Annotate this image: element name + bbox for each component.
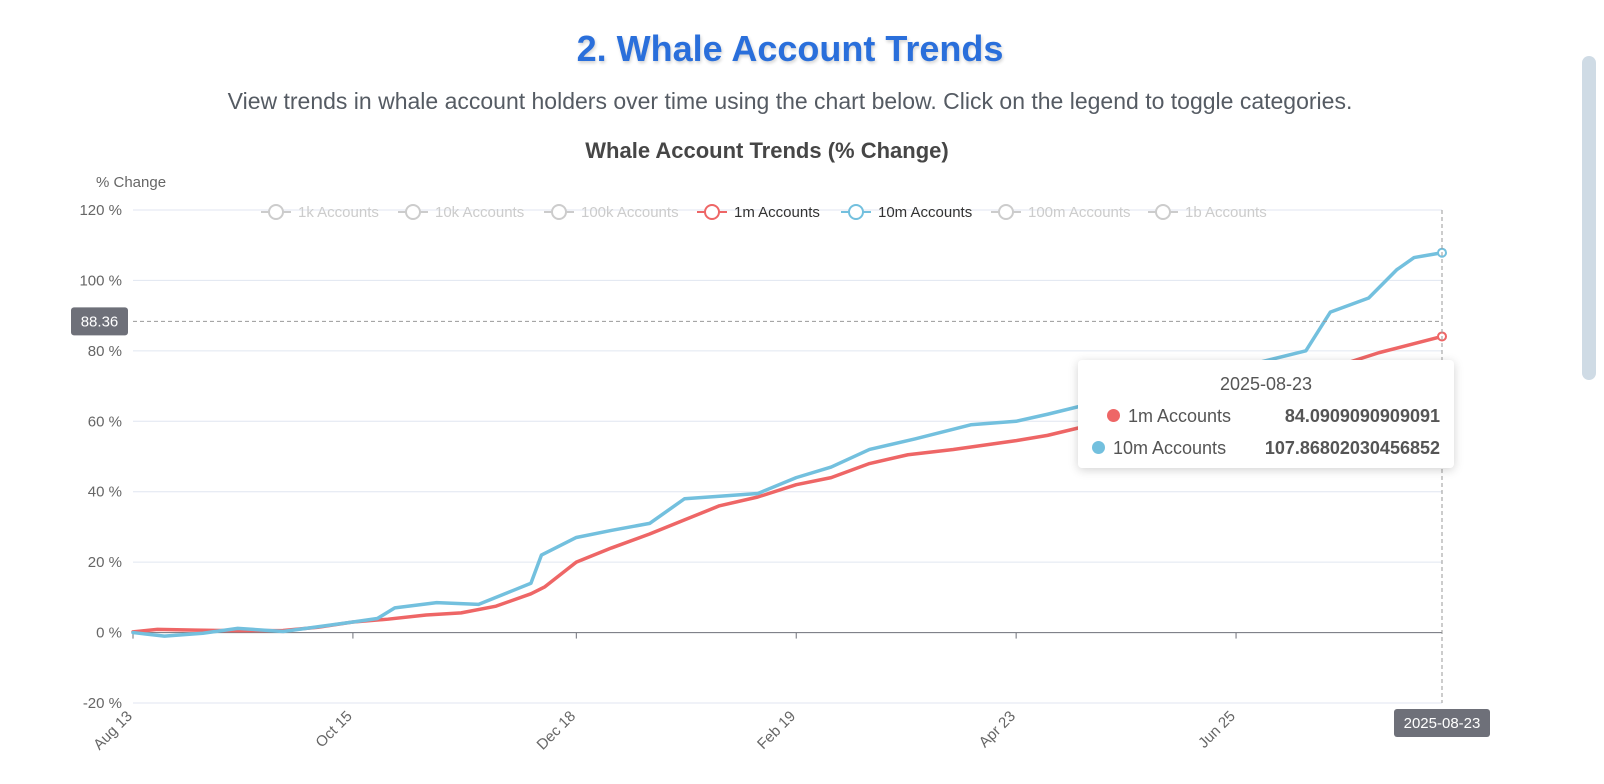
x-tick-label: Apr 23 (976, 708, 1019, 751)
y-tick-label: 0 % (96, 625, 122, 642)
legend-circle-icon (551, 204, 567, 220)
legend-item[interactable]: 1m Accounts (697, 204, 820, 221)
legend-label: 10m Accounts (878, 204, 972, 221)
y-tick-label: 60 % (88, 413, 122, 430)
axis-pointer-x-badge (1394, 709, 1490, 737)
tooltip-series-name: 10m Accounts (1113, 438, 1227, 458)
legend-item[interactable]: 1b Accounts (1148, 204, 1267, 221)
line-chart[interactable]: Whale Account Trends (% Change) % Change… (0, 130, 1580, 784)
legend-circle-icon (1155, 204, 1171, 220)
y-tick-label: 20 % (88, 554, 122, 571)
y-axis-label: % Change (96, 174, 166, 191)
legend-circle-icon (998, 204, 1014, 220)
legend-circle-icon (848, 204, 864, 220)
grid-lines (133, 209, 1442, 704)
legend-circle-icon (268, 204, 284, 220)
axis-pointer-y-label: 88.36 (81, 313, 119, 330)
y-tick-label: 100 % (79, 272, 122, 289)
legend-label: 1m Accounts (734, 204, 820, 221)
tooltip-marker-10m (1092, 441, 1105, 454)
tooltip-marker-1m (1107, 409, 1120, 422)
legend-item[interactable]: 1k Accounts (261, 204, 379, 221)
axis-pointer-x-label: 2025-08-23 (1404, 715, 1481, 732)
legend-item[interactable]: 10k Accounts (398, 204, 524, 221)
legend-item[interactable]: 10m Accounts (841, 204, 972, 221)
legend[interactable]: 1k Accounts 10k Accounts 100k Accounts 1m A… (261, 204, 1267, 221)
y-tick-label: 40 % (88, 484, 122, 501)
y-tick-label: 120 % (79, 202, 122, 219)
axis-pointer: 88.36 2025-08-23 (71, 210, 1490, 737)
x-tick-label: Aug 13 (90, 708, 136, 754)
tooltip-date: 2025-08-23 (1219, 374, 1313, 394)
y-tick-label: 80 % (88, 343, 122, 360)
legend-label: 100k Accounts (581, 204, 679, 221)
x-tick-label: Jun 25 (1195, 708, 1239, 752)
series-lines (131, 247, 1447, 638)
tooltip-row: 10m Accounts 107.86802030456852 (1078, 436, 1454, 460)
legend-label: 100m Accounts (1028, 204, 1131, 221)
legend-label: 10k Accounts (435, 204, 524, 221)
legend-item[interactable]: 100m Accounts (991, 204, 1131, 221)
vertical-scrollbar[interactable] (1582, 56, 1596, 380)
chart-title: Whale Account Trends (% Change) (585, 138, 948, 163)
x-tick-label: Oct 15 (312, 708, 355, 751)
legend-label: 1b Accounts (1185, 204, 1267, 221)
page-description: View trends in whale account holders ove… (227, 88, 1353, 114)
legend-label: 1k Accounts (298, 204, 379, 221)
x-tick-label: Feb 19 (754, 708, 799, 753)
x-tick-label: Dec 18 (534, 708, 580, 754)
tooltip-series-value: 107.86802030456852 (1264, 438, 1440, 458)
page-title: 2. Whale Account Trends (576, 28, 1004, 69)
legend-item[interactable]: 100k Accounts (544, 204, 679, 221)
axes: -20 % 0 % 20 % 40 % 60 % 80 % 100 % 120 % Aug 13… (79, 202, 1238, 753)
chart-tooltip: 2025-08-23 1m Accounts 84.0909090909091 … (1078, 360, 1454, 468)
chart-container[interactable]: Whale Account Trends (% Change) % Change… (0, 130, 1580, 784)
tooltip-row: 1m Accounts 84.0909090909091 (1078, 404, 1454, 428)
tooltip-series-value: 84.0909090909091 (1284, 406, 1440, 426)
series-line (131, 250, 1444, 638)
axis-pointer-y-badge (71, 307, 128, 336)
legend-circle-icon (405, 204, 421, 220)
legend-circle-icon (704, 204, 720, 220)
y-tick-label: -20 % (83, 695, 122, 712)
tooltip-series-name: 1m Accounts (1128, 406, 1232, 426)
